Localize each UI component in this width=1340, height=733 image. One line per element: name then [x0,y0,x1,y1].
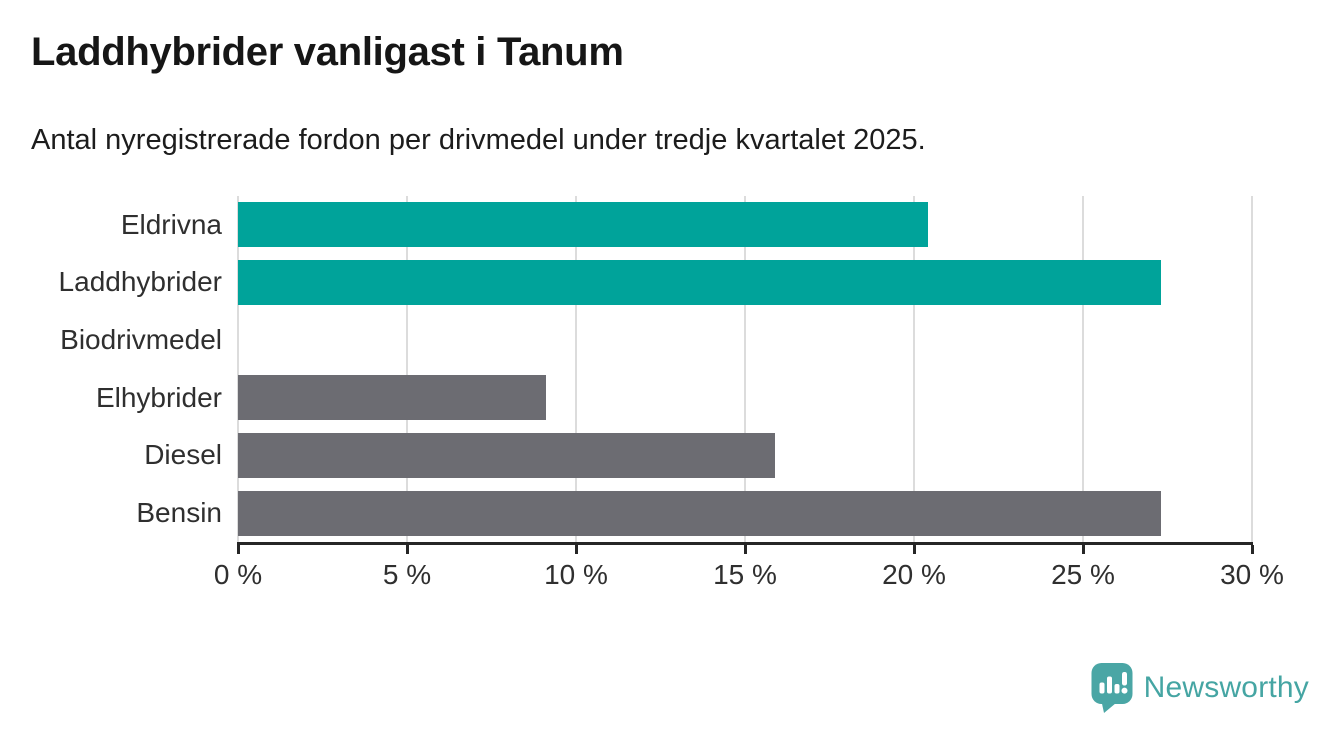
category-label: Laddhybrider [58,266,222,298]
axis-tick [743,545,747,554]
chart-title: Laddhybrider vanligast i Tanum [31,30,624,74]
gridline [406,196,408,542]
axis-tick-label: 5 % [382,559,432,590]
axis-tick-label: 15 % [713,559,777,590]
table-row: Laddhybrider [0,254,1340,312]
gridline [1251,196,1253,542]
brand-footer: Newsworthy [1091,663,1309,713]
category-label: Eldrivna [120,208,222,240]
plot-area [237,196,1253,542]
chart-subtitle: Antal nyregistrerade fordon per drivmede… [31,124,926,156]
newsworthy-logo-icon [1091,663,1133,713]
gridline [575,196,577,542]
x-axis-line [237,542,1253,545]
bar-laddhybrider [238,259,1161,305]
category-label: Biodrivmedel [60,324,222,356]
bar-eldrivna [238,202,928,248]
axis-tick-label: 30 % [1220,559,1284,590]
axis-tick [912,545,916,554]
bar-diesel [238,432,776,478]
bar-rows: Eldrivna Laddhybrider Biodrivmedel Elhybrid… [0,196,1340,542]
axis-tick-label: 20 % [882,559,946,590]
category-label: Elhybrider [95,381,222,413]
bar-chart: Eldrivna Laddhybrider Biodrivmedel Elhybrid… [0,196,1340,596]
axis-tick-label: 10 % [544,559,608,590]
axis-tick [236,545,240,554]
axis-tick-label: 25 % [1051,559,1115,590]
brand-name: Newsworthy [1143,671,1309,704]
axis-tick [405,545,409,554]
gridline [744,196,746,542]
category-label: Diesel [144,439,222,471]
axis-tick-label: 0 % [213,559,263,590]
gridline [1082,196,1084,542]
gridline [913,196,915,542]
category-label: Bensin [136,497,222,529]
bar-elhybrider [238,375,546,421]
table-row: Eldrivna [0,196,1340,254]
gridline [237,196,239,542]
table-row: Bensin [0,484,1340,542]
axis-tick [1250,545,1254,554]
bar-bensin [238,490,1161,536]
table-row: Diesel [0,427,1340,485]
axis-tick [1081,545,1085,554]
table-row: Elhybrider [0,369,1340,427]
axis-tick [574,545,578,554]
table-row: Biodrivmedel [0,311,1340,369]
